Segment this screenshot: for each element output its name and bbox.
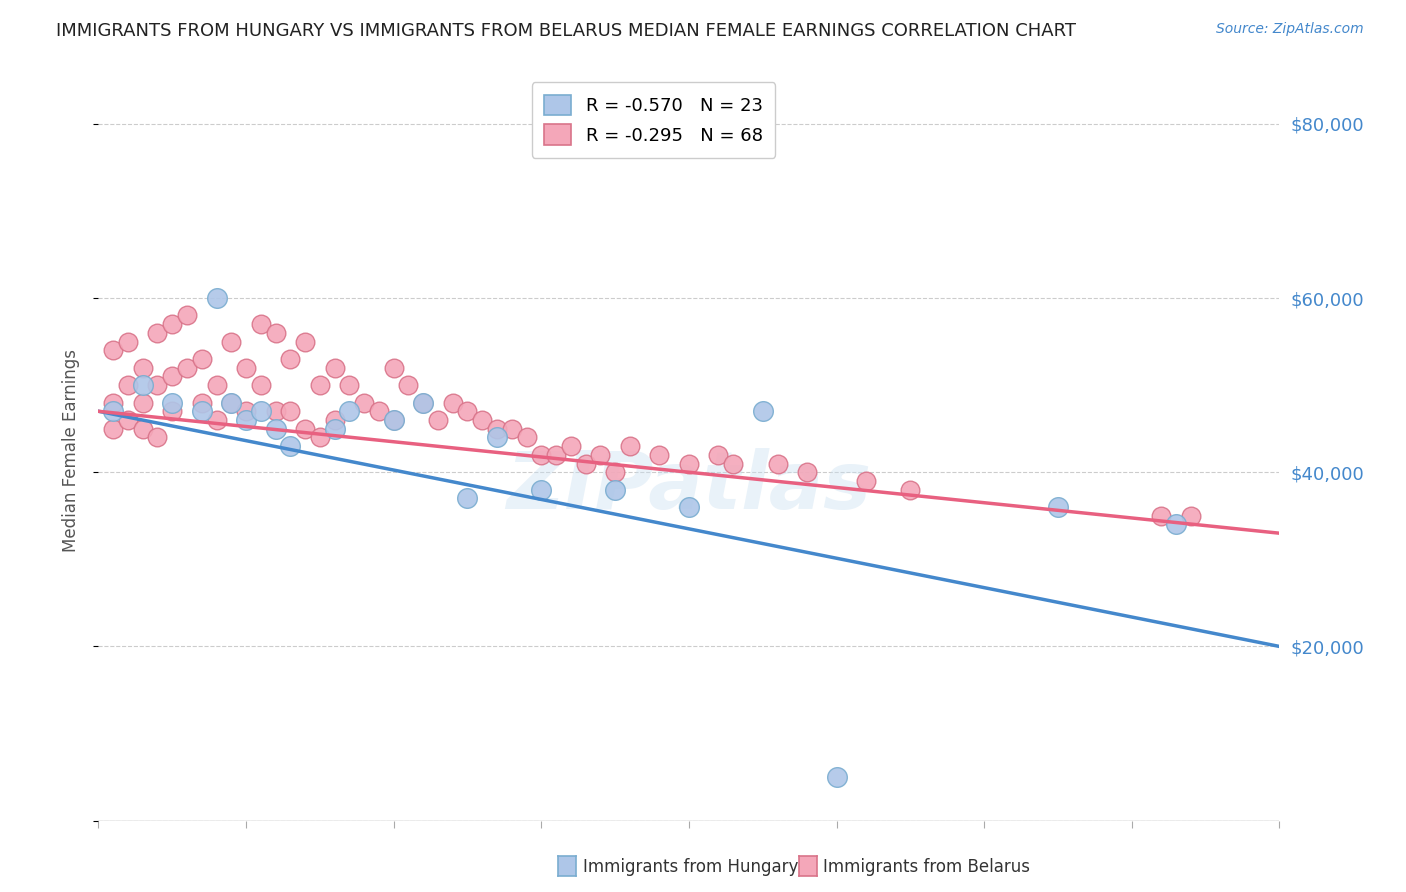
Point bbox=[530, 448, 553, 462]
Point bbox=[250, 378, 273, 392]
Point bbox=[221, 395, 243, 409]
Point bbox=[575, 457, 598, 471]
Point bbox=[323, 413, 346, 427]
Point bbox=[368, 404, 391, 418]
Point bbox=[235, 404, 257, 418]
Text: Immigrants from Hungary: Immigrants from Hungary bbox=[583, 858, 799, 876]
Point bbox=[723, 457, 745, 471]
Y-axis label: Median Female Earnings: Median Female Earnings bbox=[62, 349, 80, 552]
Point bbox=[221, 334, 243, 349]
Point bbox=[339, 404, 361, 418]
Text: IMMIGRANTS FROM HUNGARY VS IMMIGRANTS FROM BELARUS MEDIAN FEMALE EARNINGS CORREL: IMMIGRANTS FROM HUNGARY VS IMMIGRANTS FR… bbox=[56, 22, 1076, 40]
Point bbox=[176, 309, 198, 323]
Point bbox=[162, 317, 183, 331]
Point bbox=[132, 378, 155, 392]
Point bbox=[589, 448, 612, 462]
Point bbox=[648, 448, 671, 462]
Point bbox=[796, 465, 818, 479]
Point bbox=[678, 500, 700, 514]
Point bbox=[900, 483, 922, 497]
Point bbox=[235, 413, 257, 427]
Point bbox=[221, 395, 243, 409]
Point bbox=[825, 770, 848, 784]
Point bbox=[560, 439, 582, 453]
Point bbox=[516, 430, 538, 444]
Point bbox=[412, 395, 434, 409]
Point bbox=[605, 483, 627, 497]
Point bbox=[191, 404, 214, 418]
Point bbox=[427, 413, 450, 427]
Point bbox=[309, 430, 332, 444]
Point bbox=[752, 404, 775, 418]
Point bbox=[323, 360, 346, 375]
Point bbox=[471, 413, 494, 427]
Text: Source: ZipAtlas.com: Source: ZipAtlas.com bbox=[1216, 22, 1364, 37]
Point bbox=[678, 457, 700, 471]
Point bbox=[707, 448, 730, 462]
Legend: R = -0.570   N = 23, R = -0.295   N = 68: R = -0.570 N = 23, R = -0.295 N = 68 bbox=[531, 82, 776, 158]
Point bbox=[146, 326, 169, 340]
Point bbox=[619, 439, 641, 453]
Point bbox=[132, 422, 155, 436]
Point bbox=[486, 430, 509, 444]
Point bbox=[441, 395, 464, 409]
Point bbox=[205, 413, 228, 427]
Point bbox=[235, 360, 257, 375]
Point bbox=[382, 413, 405, 427]
Point bbox=[501, 422, 523, 436]
Point bbox=[382, 413, 405, 427]
Point bbox=[264, 326, 287, 340]
Point bbox=[191, 395, 214, 409]
Point bbox=[339, 378, 361, 392]
Point bbox=[1180, 508, 1202, 523]
Point bbox=[855, 474, 877, 488]
Point bbox=[103, 395, 125, 409]
Point bbox=[530, 483, 553, 497]
Point bbox=[162, 395, 183, 409]
Point bbox=[146, 430, 169, 444]
Point bbox=[205, 378, 228, 392]
Point bbox=[264, 422, 287, 436]
Point bbox=[132, 395, 155, 409]
Point bbox=[250, 317, 273, 331]
Point bbox=[280, 404, 302, 418]
Point bbox=[250, 404, 273, 418]
Point bbox=[309, 378, 332, 392]
Point bbox=[766, 457, 789, 471]
Point bbox=[117, 378, 139, 392]
Point bbox=[162, 404, 183, 418]
Point bbox=[323, 422, 346, 436]
Point bbox=[382, 360, 405, 375]
Point bbox=[176, 360, 198, 375]
Point bbox=[132, 360, 155, 375]
Point bbox=[117, 334, 139, 349]
Point bbox=[280, 351, 302, 366]
Point bbox=[486, 422, 509, 436]
Point bbox=[353, 395, 375, 409]
Point bbox=[457, 404, 479, 418]
Point bbox=[398, 378, 420, 392]
Point bbox=[146, 378, 169, 392]
Text: Immigrants from Belarus: Immigrants from Belarus bbox=[823, 858, 1029, 876]
Point bbox=[546, 448, 568, 462]
Point bbox=[103, 422, 125, 436]
Point bbox=[412, 395, 434, 409]
Point bbox=[191, 351, 214, 366]
Point bbox=[117, 413, 139, 427]
Point bbox=[1046, 500, 1070, 514]
Point bbox=[1166, 517, 1188, 532]
Point bbox=[280, 439, 302, 453]
Text: ZIPatlas: ZIPatlas bbox=[506, 449, 872, 526]
Point bbox=[605, 465, 627, 479]
Point bbox=[264, 404, 287, 418]
Point bbox=[205, 291, 228, 305]
Point bbox=[162, 369, 183, 384]
Point bbox=[1150, 508, 1173, 523]
Point bbox=[103, 343, 125, 358]
Point bbox=[457, 491, 479, 506]
Point bbox=[294, 422, 316, 436]
Point bbox=[294, 334, 316, 349]
Point bbox=[103, 404, 125, 418]
